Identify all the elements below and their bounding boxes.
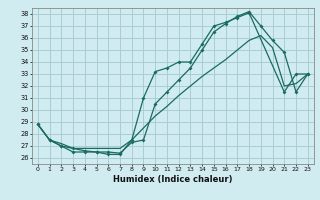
X-axis label: Humidex (Indice chaleur): Humidex (Indice chaleur) [113,175,233,184]
